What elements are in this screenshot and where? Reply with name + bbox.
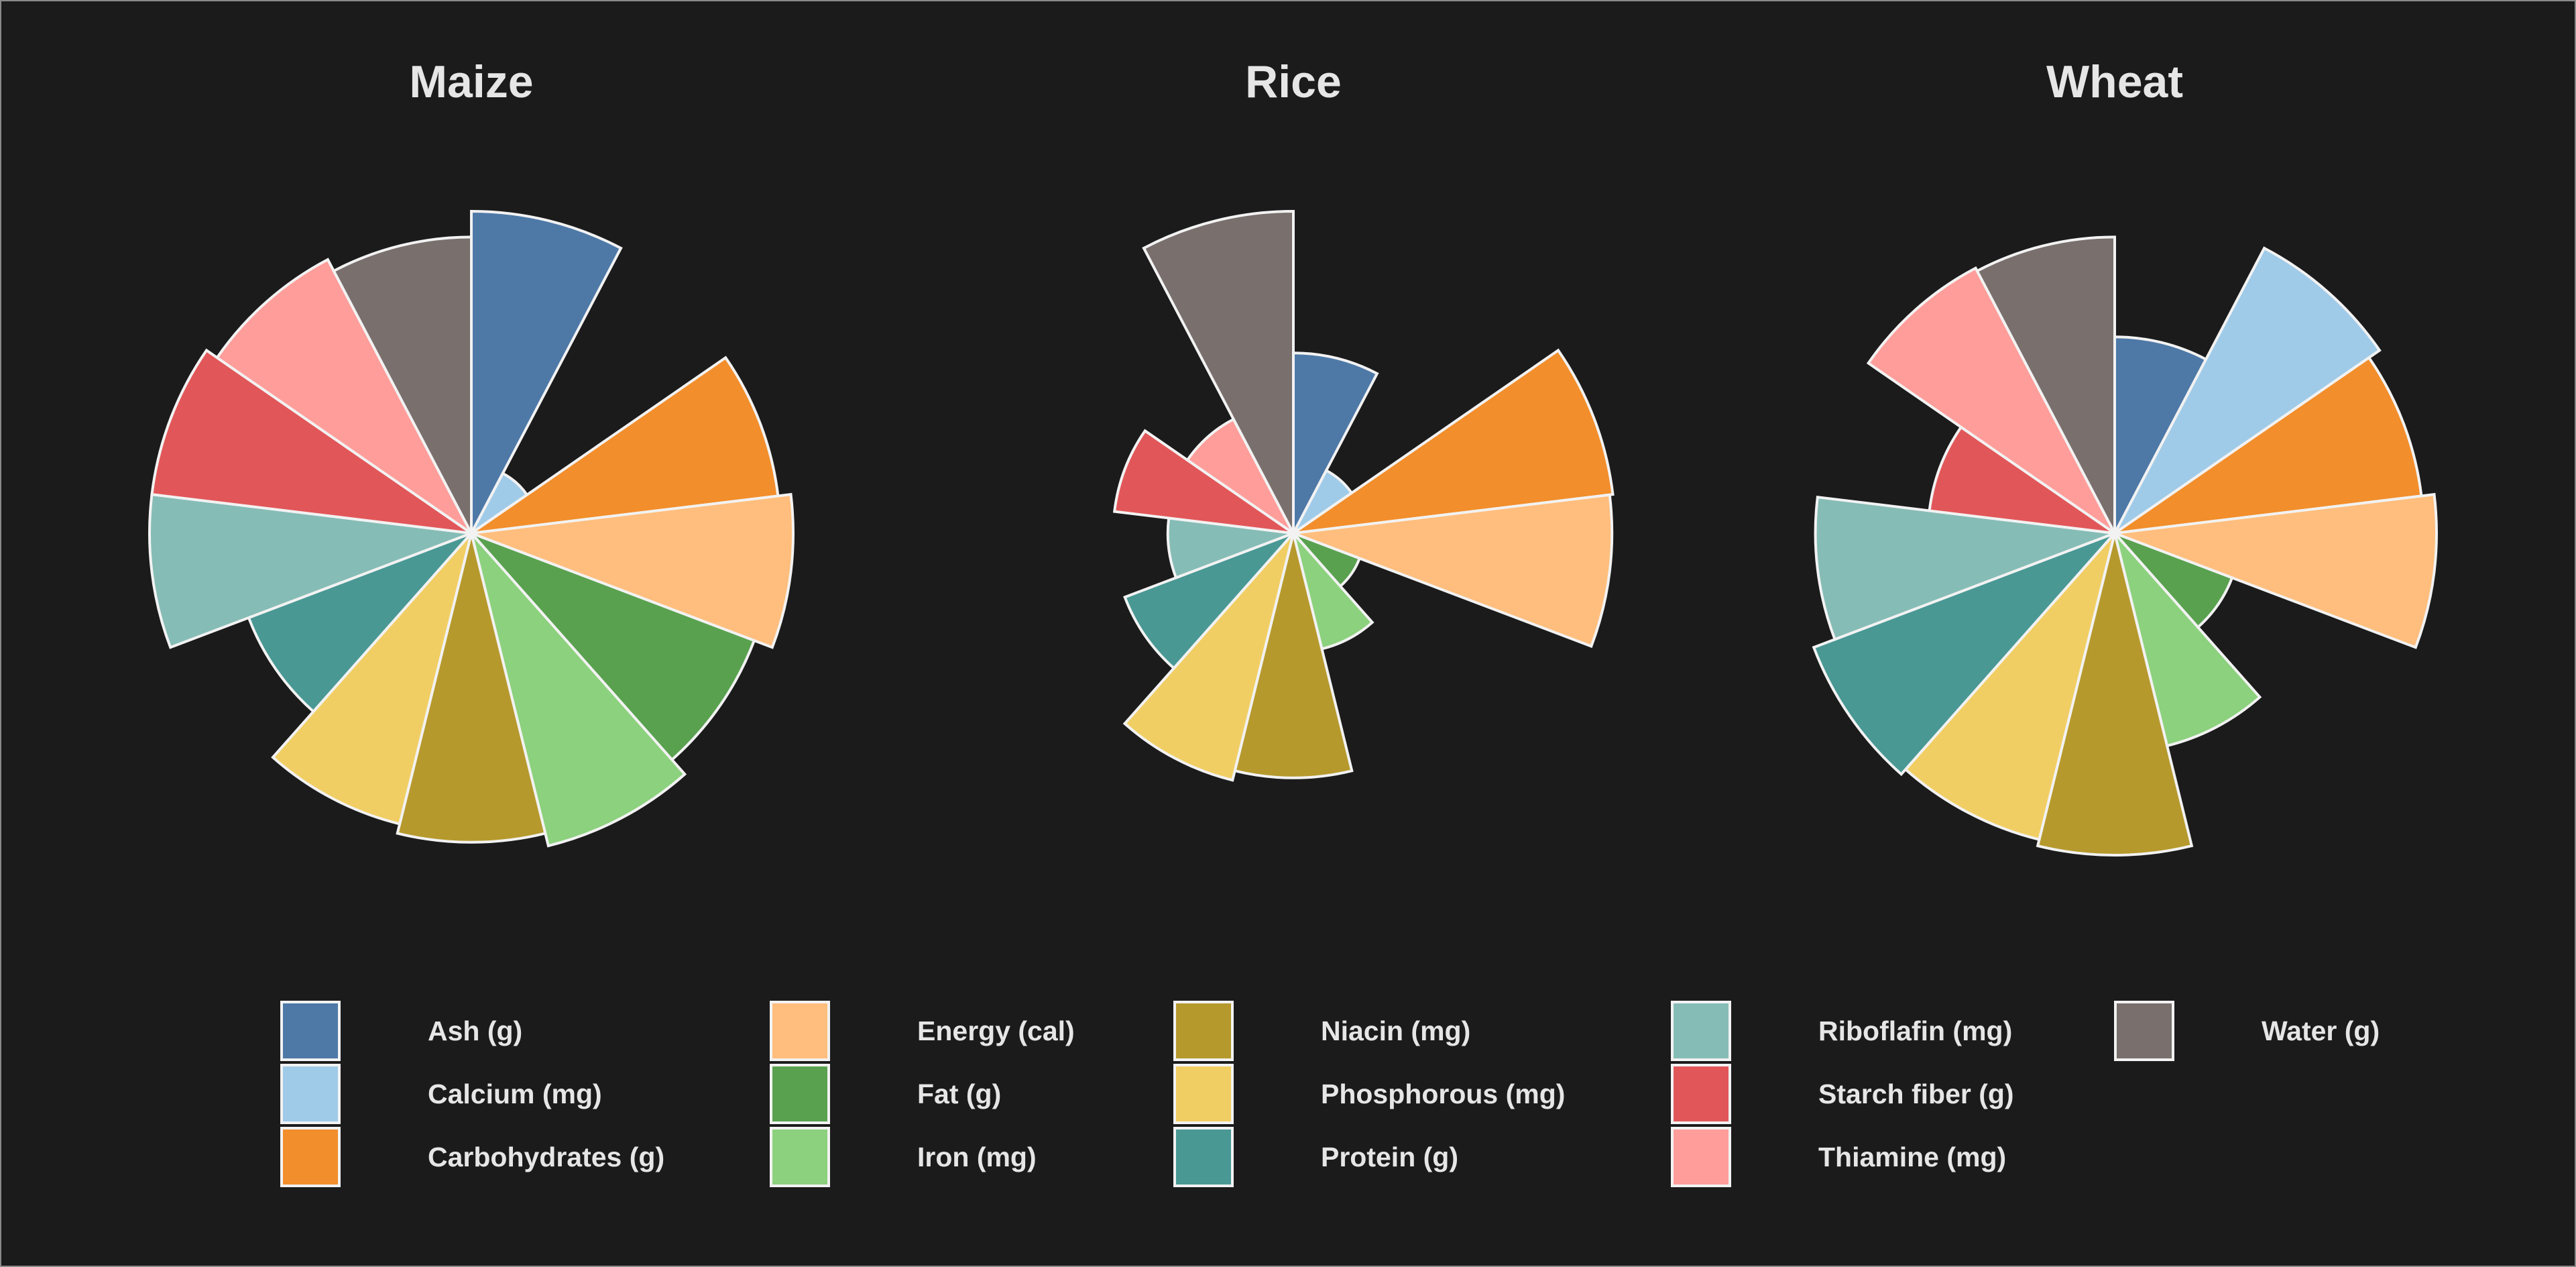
legend-item-thiamine-mg: Thiamine (mg) xyxy=(1671,1127,2006,1187)
wedge-wheat-water-g xyxy=(1975,235,2116,534)
legend-item-water-g: Water (g) xyxy=(2114,1001,2380,1061)
legend-swatch-riboflafin-mg xyxy=(1671,1001,1731,1061)
legend-swatch-energy-cal xyxy=(770,1001,830,1061)
wedge-maize-water-g xyxy=(332,235,473,534)
legend-swatch-ash-g xyxy=(280,1001,341,1061)
chart-title-rice: Rice xyxy=(1245,56,1342,107)
wedge-maize-niacin-mg xyxy=(396,533,547,844)
legend: Ash (g) Calcium (mg) Carbohydrates (g) Ener… xyxy=(280,1001,2380,1187)
legend-swatch-iron-mg xyxy=(770,1127,830,1187)
legend-label-riboflafin-mg: Riboflafin (mg) xyxy=(1818,1015,2012,1046)
legend-label-fat-g: Fat (g) xyxy=(917,1079,1001,1109)
legend-item-carbohydrates-g: Carbohydrates (g) xyxy=(280,1127,664,1187)
legend-item-ash-g: Ash (g) xyxy=(280,1001,522,1061)
legend-label-starch-fiber-g: Starch fiber (g) xyxy=(1818,1079,2014,1109)
wedge-rice-niacin-mg xyxy=(1233,533,1354,779)
wedge-rice-protein-g xyxy=(1123,532,1295,671)
legend-item-riboflafin-mg: Riboflafin (mg) xyxy=(1671,1001,2012,1061)
wedge-wheat-carbohydrates-g xyxy=(2113,355,2423,535)
legend-item-fat-g: Fat (g) xyxy=(770,1064,1001,1124)
wedge-wheat-iron-mg xyxy=(2113,532,2262,748)
wedge-maize-starch-fiber-g xyxy=(150,348,473,535)
wedge-rice-water-g xyxy=(1142,209,1295,534)
legend-label-iron-mg: Iron (mg) xyxy=(917,1142,1037,1172)
wedge-wheat-riboflafin-mg xyxy=(1814,495,2115,641)
wedge-rice-phosphorous-mg xyxy=(1122,532,1295,782)
wedge-maize-phosphorous-mg xyxy=(271,532,473,826)
wedge-wheat-protein-g xyxy=(1812,532,2116,777)
legend-swatch-water-g xyxy=(2114,1001,2174,1061)
legend-label-niacin-mg: Niacin (mg) xyxy=(1321,1015,1470,1046)
wedge-wheat-starch-fiber-g xyxy=(1928,425,2116,535)
wedge-maize-iron-mg xyxy=(470,532,687,848)
wedge-rice-starch-fiber-g xyxy=(1112,429,1295,535)
legend-item-protein-g: Protein (g) xyxy=(1173,1127,1458,1187)
wedge-rice-ash-g xyxy=(1292,351,1379,534)
legend-label-carbohydrates-g: Carbohydrates (g) xyxy=(428,1142,664,1172)
legend-swatch-thiamine-mg xyxy=(1671,1127,1731,1187)
chart-title-maize: Maize xyxy=(409,56,533,107)
legend-item-calcium-mg: Calcium (mg) xyxy=(280,1064,602,1124)
wedge-wheat-niacin-mg xyxy=(2036,533,2194,857)
wedge-maize-fat-g xyxy=(470,532,756,762)
legend-swatch-carbohydrates-g xyxy=(280,1127,341,1187)
wedge-maize-energy-cal xyxy=(471,492,795,649)
polar-chart-rice: Rice xyxy=(1112,56,1615,782)
legend-label-phosphorous-mg: Phosphorous (mg) xyxy=(1321,1079,1565,1109)
wedge-wheat-thiamine-mg xyxy=(1866,266,2116,535)
legend-item-energy-cal: Energy (cal) xyxy=(770,1001,1075,1061)
legend-swatch-phosphorous-mg xyxy=(1173,1064,1234,1124)
wedge-maize-ash-g xyxy=(470,209,623,534)
wedge-maize-carbohydrates-g xyxy=(470,355,780,535)
wedge-wheat-phosphorous-mg xyxy=(1904,532,2116,842)
legend-swatch-niacin-mg xyxy=(1173,1001,1234,1061)
wedge-wheat-calcium-mg xyxy=(2113,246,2382,535)
legend-label-protein-g: Protein (g) xyxy=(1321,1142,1458,1172)
wedge-maize-riboflafin-mg xyxy=(148,492,472,649)
legend-label-energy-cal: Energy (cal) xyxy=(917,1015,1075,1046)
legend-swatch-protein-g xyxy=(1173,1127,1234,1187)
polar-chart-wheat: Wheat xyxy=(1812,56,2438,857)
wedge-maize-thiamine-mg xyxy=(215,258,473,535)
legend-item-iron-mg: Iron (mg) xyxy=(770,1127,1037,1187)
wedge-rice-carbohydrates-g xyxy=(1292,348,1615,535)
wedge-wheat-energy-cal xyxy=(2114,492,2438,649)
polar-chart-maize: Maize xyxy=(148,56,795,848)
legend-label-ash-g: Ash (g) xyxy=(428,1015,522,1046)
legend-swatch-calcium-mg xyxy=(280,1064,341,1124)
legend-swatch-fat-g xyxy=(770,1064,830,1124)
wedge-wheat-ash-g xyxy=(2113,335,2208,534)
legend-label-calcium-mg: Calcium (mg) xyxy=(428,1079,602,1109)
legend-item-niacin-mg: Niacin (mg) xyxy=(1173,1001,1470,1061)
legend-item-phosphorous-mg: Phosphorous (mg) xyxy=(1173,1064,1565,1124)
legend-label-thiamine-mg: Thiamine (mg) xyxy=(1818,1142,2006,1172)
wedge-maize-protein-g xyxy=(247,532,473,714)
chart-title-wheat: Wheat xyxy=(2046,56,2183,107)
legend-label-water-g: Water (g) xyxy=(2262,1015,2380,1046)
legend-item-starch-fiber-g: Starch fiber (g) xyxy=(1671,1064,2014,1124)
wedge-rice-energy-cal xyxy=(1293,493,1614,649)
legend-swatch-starch-fiber-g xyxy=(1671,1064,1731,1124)
